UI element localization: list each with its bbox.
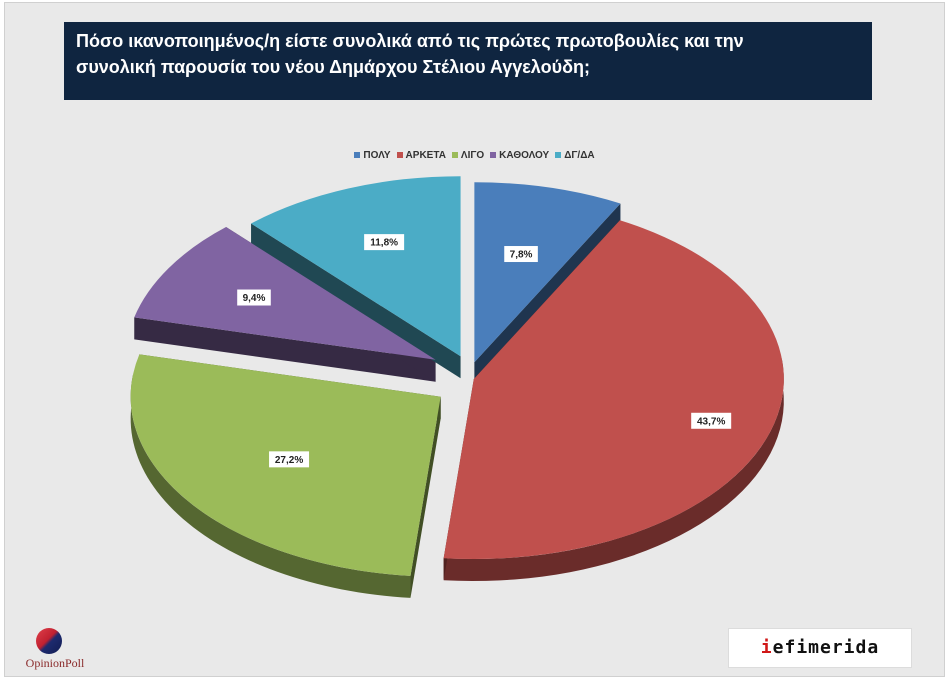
title-line-1: Πόσο ικανοποιημένος/η είστε συνολικά από… (76, 31, 744, 51)
efimerida-logo-prefix: i (760, 637, 773, 658)
legend-item-1: ΑΡΚΕΤΑ (396, 150, 446, 161)
legend-swatch (396, 152, 403, 159)
legend-label: ΠΟΛΥ (363, 150, 391, 161)
legend-item-2: ΛΙΓΟ (451, 150, 485, 161)
pie-slice-3 (134, 227, 436, 360)
legend-swatch (354, 152, 361, 159)
data-label-box-0 (504, 246, 538, 263)
data-label-3: 9,4% (243, 293, 266, 304)
data-label-box-1 (691, 412, 732, 429)
data-label-box-2 (269, 451, 310, 468)
legend-swatch (490, 152, 497, 159)
legend-label: ΛΙΓΟ (460, 150, 485, 161)
pie-slice-wall-3-0 (134, 317, 436, 382)
data-label-0: 7,8% (510, 250, 533, 261)
data-label-1: 43,7% (697, 416, 725, 427)
efimerida-logo-text: efimerida (772, 637, 880, 658)
pie-slice-side-2 (130, 374, 411, 598)
legend-label: ΚΑΘΟΛΟΥ (499, 150, 550, 161)
pie-slice-4 (251, 176, 461, 357)
legend-swatch (451, 152, 458, 159)
data-label-box-4 (364, 234, 405, 251)
legend-label: ΔΓ/ΔΑ (564, 150, 595, 161)
legend-item-3: ΚΑΘΟΛΟΥ (490, 150, 549, 161)
pie-slice-1 (443, 220, 784, 560)
legend-item-0: ΠΟΛΥ (354, 150, 391, 161)
data-label-box-3 (237, 289, 271, 306)
legend: ΠΟΛΥ ΑΡΚΕΤΑ ΛΙΓΟ ΚΑΘΟΛΟΥ ΔΓ/ΔΑ (0, 150, 949, 161)
opinion-poll-circle-icon (36, 628, 62, 654)
data-label-2: 27,2% (275, 455, 303, 466)
pie-slice-wall-4-0 (251, 223, 461, 379)
pie-slice-0 (474, 182, 621, 363)
opinion-poll-logo: OpinionPoll (10, 626, 100, 671)
pie-slice-wall-2-0 (410, 396, 441, 598)
legend-label: ΑΡΚΕΤΑ (405, 150, 446, 161)
opinion-poll-logo-text: OpinionPoll (25, 656, 85, 670)
chart-title: Πόσο ικανοποιημένος/η είστε συνολικά από… (64, 22, 872, 100)
legend-swatch (555, 152, 562, 159)
legend-item-4: ΔΓ/ΔΑ (555, 150, 595, 161)
efimerida-logo: iefimerida (728, 628, 912, 668)
data-label-4: 11,8% (370, 238, 398, 249)
title-line-2: συνολική παρουσία του νέου Δημάρχου Στέλ… (76, 57, 590, 77)
